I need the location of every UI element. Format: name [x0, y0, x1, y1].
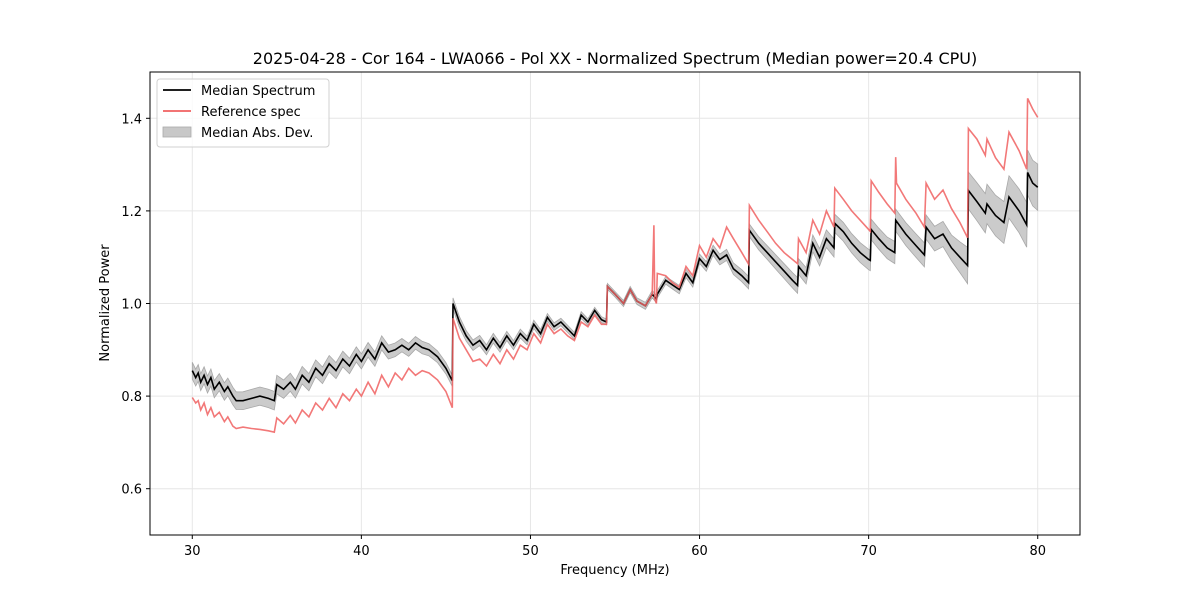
x-tick-label: 50 — [522, 544, 539, 559]
legend: Median Spectrum Reference spec Median Ab… — [156, 78, 330, 148]
y-tick-label: 1.0 — [121, 298, 142, 313]
y-axis-label: Normalized Power — [98, 244, 113, 362]
x-tick-label: 70 — [860, 544, 877, 559]
y-tick-label: 0.6 — [121, 483, 142, 498]
x-tick-label: 80 — [1029, 544, 1046, 559]
ticks: 30 40 50 60 70 80 0.6 0.8 1.0 1.2 1.4 — [121, 112, 1046, 559]
median-spectrum-line — [191, 172, 1039, 402]
legend-label-mad: Median Abs. Dev. — [201, 126, 313, 141]
legend-label-reference: Reference spec — [201, 105, 301, 120]
y-tick-label: 1.4 — [121, 112, 142, 127]
x-tick-label: 40 — [353, 544, 370, 559]
legend-box — [156, 78, 330, 148]
legend-label-median: Median Spectrum — [201, 84, 315, 99]
x-axis-label: Frequency (MHz) — [560, 563, 669, 578]
chart-title: 2025-04-28 - Cor 164 - LWA066 - Pol XX -… — [253, 49, 977, 68]
legend-swatch-mad — [162, 126, 192, 138]
y-tick-label: 1.2 — [121, 205, 142, 220]
x-tick-label: 30 — [184, 544, 201, 559]
x-tick-label: 60 — [691, 544, 708, 559]
series-layer — [191, 98, 1039, 434]
y-tick-label: 0.8 — [121, 390, 142, 405]
reference-spec-line — [191, 98, 1039, 434]
